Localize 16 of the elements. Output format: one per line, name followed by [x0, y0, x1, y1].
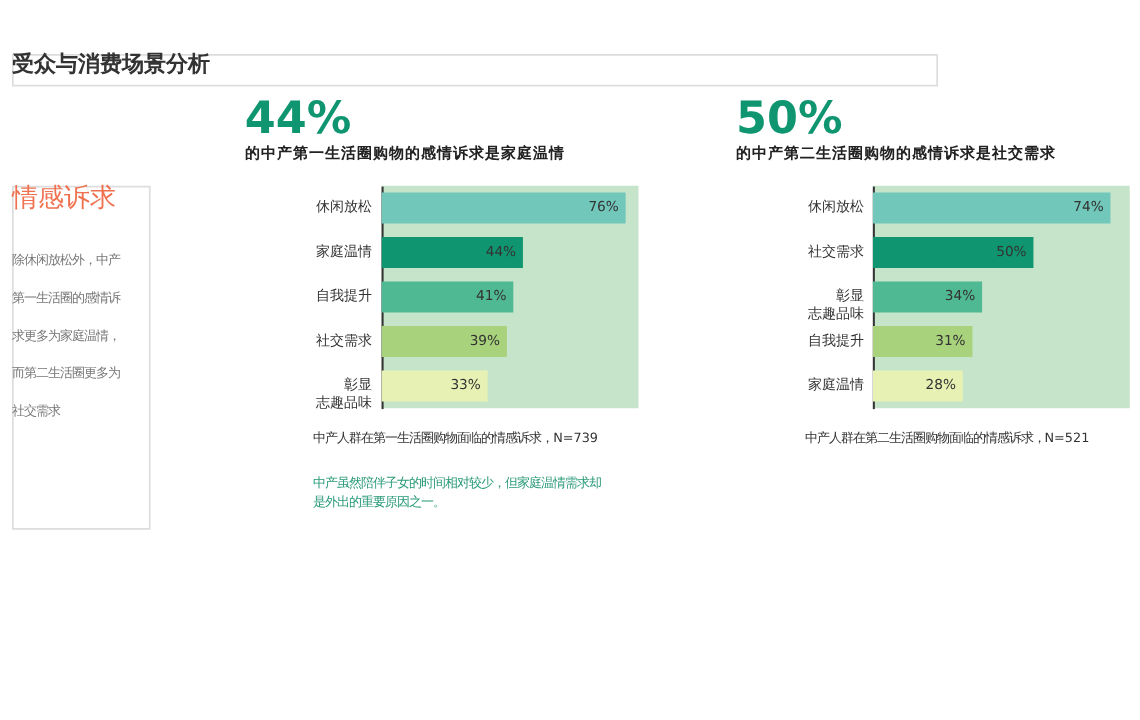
- chart-subtitle: 的中产第二生活圈购物的感情诉求是社交需求: [736, 142, 1059, 163]
- bar: [872, 237, 1034, 268]
- text: 受众与消费场景分析: [9, 51, 210, 78]
- bar: [381, 326, 507, 357]
- bar: [381, 192, 626, 224]
- bar: [381, 370, 488, 402]
- text: 情感诉求: [9, 184, 116, 215]
- bar: [872, 326, 973, 357]
- bar: [872, 370, 963, 402]
- bar: [381, 281, 514, 313]
- bar: [381, 237, 523, 268]
- bar: [872, 281, 983, 313]
- chart-title: 50%: [736, 92, 843, 145]
- chart-subtitle: 的中产第一生活圈购物的感情诉求是家庭温情: [244, 142, 565, 163]
- chart-title: 44%: [244, 92, 352, 145]
- bar: [872, 192, 1111, 224]
